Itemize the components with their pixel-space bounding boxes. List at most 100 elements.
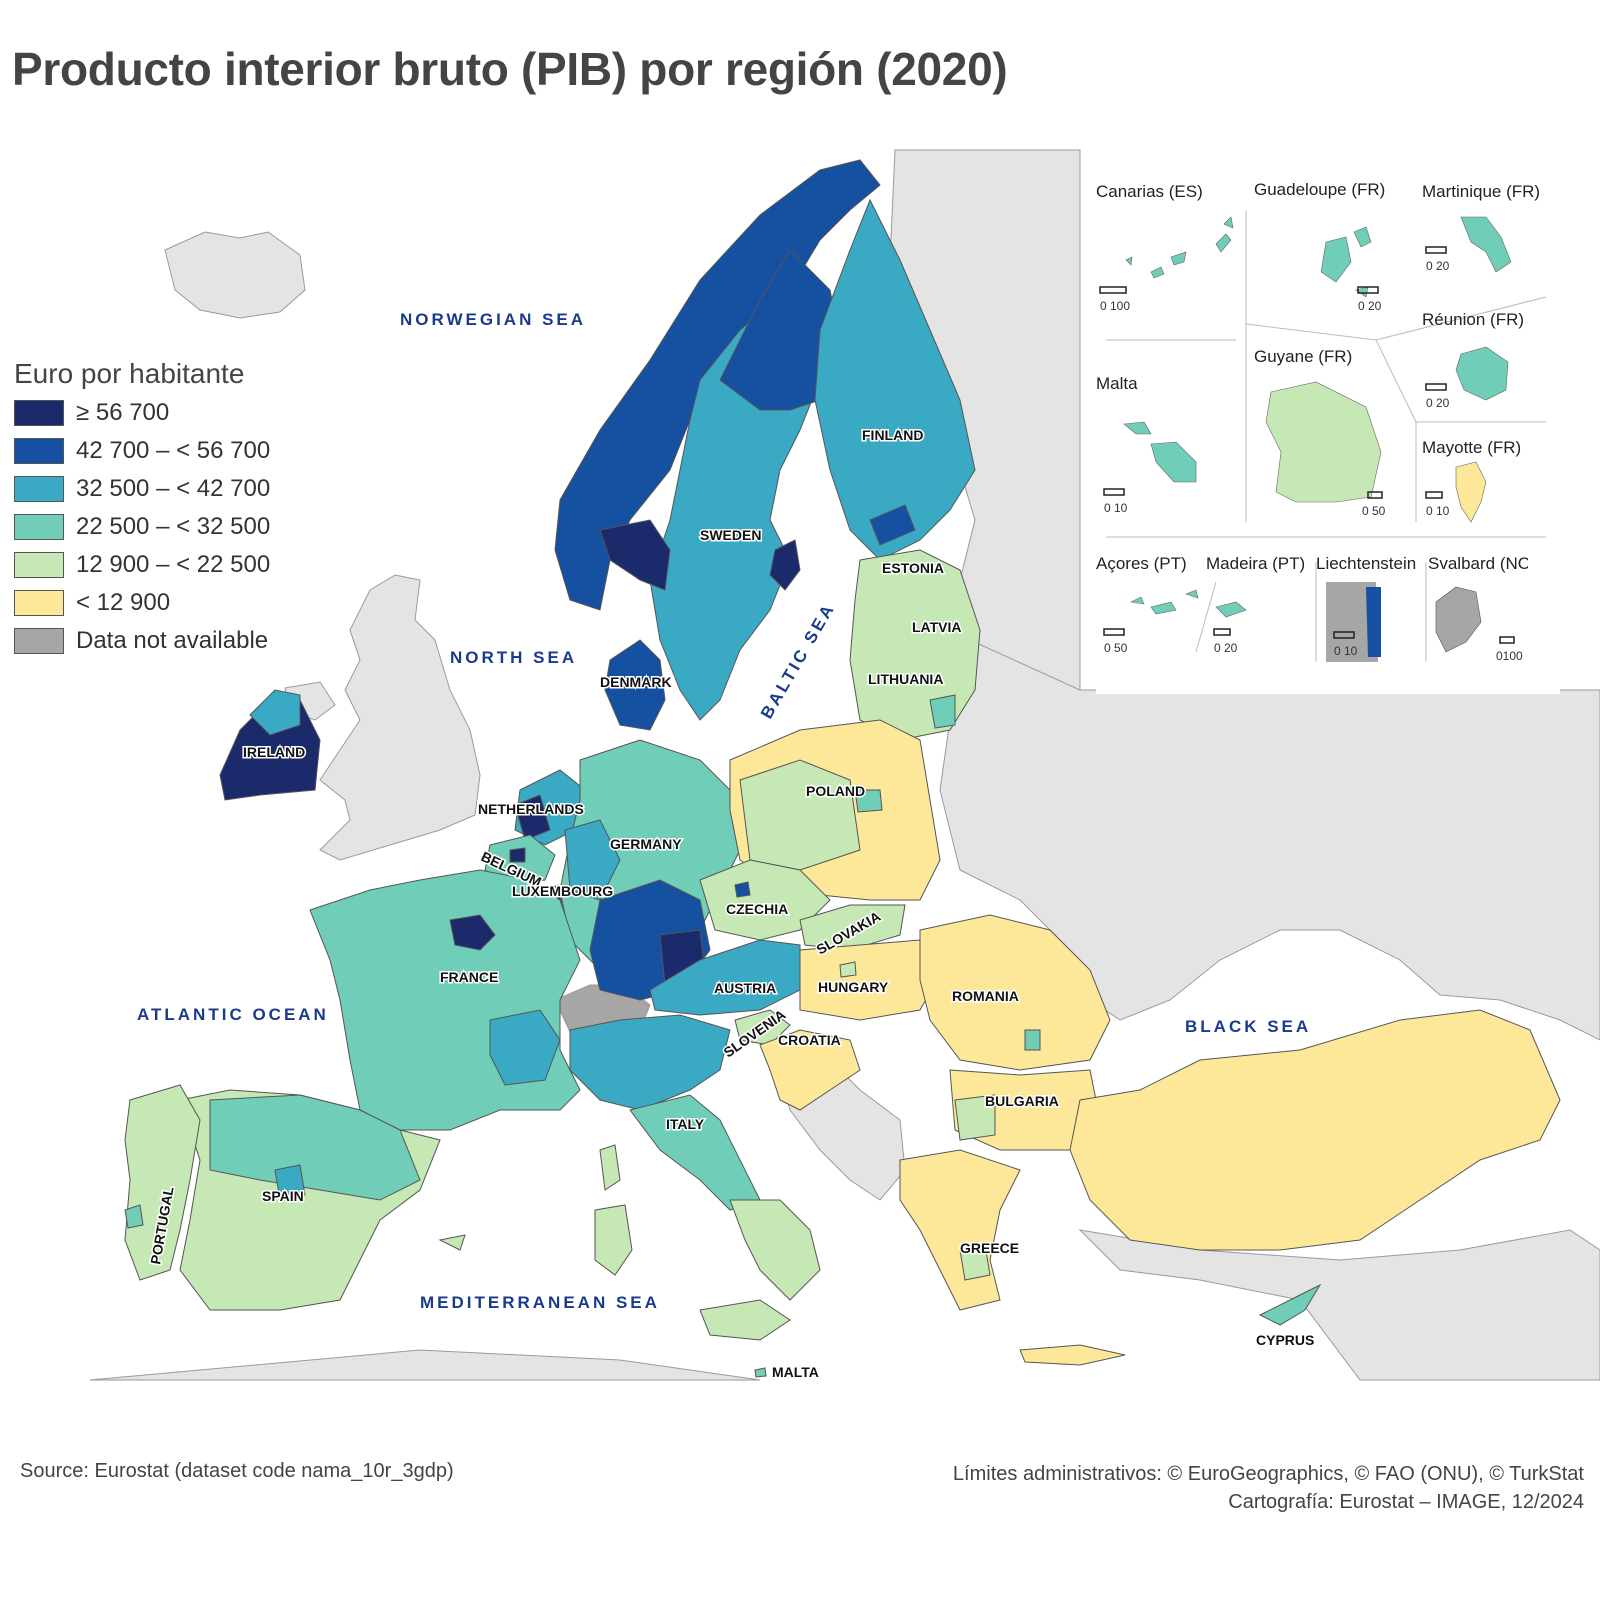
inset-scale-acores: 0 50: [1104, 641, 1128, 655]
legend-swatch: [14, 476, 64, 502]
inset-scale-canarias: 0 100: [1100, 299, 1131, 313]
cartography-note: Cartografía: Eurostat – IMAGE, 12/2024: [1228, 1491, 1584, 1513]
country-label-luxembourg: LUXEMBOURG: [512, 883, 613, 899]
region-athens: [959, 1244, 991, 1281]
turkey-south: [1078, 1229, 1600, 1381]
inset-scale-svalbard: 0100: [1496, 649, 1523, 663]
country-label-malta: MALTA: [772, 1364, 819, 1380]
region-germany-west: [564, 819, 621, 901]
region-slovakia: [799, 904, 906, 951]
country-label-sweden: SWEDEN: [700, 527, 761, 543]
region-warsaw: [854, 789, 883, 813]
legend-label: Data not available: [76, 627, 269, 654]
inset-scale-martinique: 0 20: [1426, 259, 1450, 273]
north-africa: [89, 1349, 761, 1381]
region-italy-north: [569, 1014, 731, 1111]
legend-title: Euro por habitante: [14, 358, 245, 389]
country-label-greece: GREECE: [960, 1240, 1019, 1256]
country-label-romania: ROMANIA: [952, 988, 1019, 1004]
region-malta: [754, 1367, 767, 1378]
legend: Euro por habitante ≥ 56 700 42 700 – < 5…: [14, 358, 270, 660]
inset-label-canarias: Canarias (ES): [1096, 182, 1203, 201]
region-vilnius: [929, 694, 956, 729]
non-eu-land: [89, 149, 1600, 1381]
inset-graphics: [1099, 210, 1547, 662]
region-finland: [814, 198, 976, 561]
inset-scale-reunion: 0 20: [1426, 396, 1450, 410]
region-lisbon: [124, 1204, 144, 1229]
region-italy-south: [729, 1199, 821, 1301]
inset-shape-madeira: [1215, 601, 1247, 618]
region-sofia: [954, 1094, 996, 1141]
country-label-spain: SPAIN: [262, 1188, 304, 1204]
legend-swatch: [14, 514, 64, 540]
country-label-estonia: ESTONIA: [882, 560, 944, 576]
legend-label: 42 700 – < 56 700: [76, 437, 271, 464]
country-label-poland: POLAND: [806, 783, 865, 799]
region-portugal: [124, 1084, 201, 1281]
sea-label-black: BLACK SEA: [1185, 1017, 1311, 1036]
region-lyon: [489, 1009, 561, 1086]
country-label-italy: ITALY: [666, 1116, 705, 1132]
inset-label-guadeloupe: Guadeloupe (FR): [1254, 180, 1386, 199]
country-label-denmark: DENMARK: [600, 674, 672, 690]
inset-shape-reunion: [1455, 346, 1509, 401]
country-label-bulgaria: BULGARIA: [985, 1093, 1059, 1109]
inset-shape-mayotte: [1455, 461, 1487, 523]
region-denmark: [604, 639, 666, 731]
country-label-cyprus: CYPRUS: [1256, 1332, 1314, 1348]
region-cyprus: [1258, 1283, 1322, 1326]
inset-label-madeira: Madeira (PT): [1206, 554, 1306, 573]
country-label-germany: GERMANY: [610, 836, 682, 852]
region-romania: [919, 914, 1111, 1071]
credits: Límites administrativos: © EuroGeographi…: [953, 1460, 1584, 1516]
inset-scale-mayotte: 0 10: [1426, 504, 1450, 518]
legend-item: Data not available: [14, 622, 270, 660]
region-slovenia: [734, 1009, 791, 1046]
country-label-austria: AUSTRIA: [714, 980, 776, 996]
inset-shape-acores: [1130, 589, 1199, 615]
inset-shape-malta: [1123, 421, 1197, 483]
inset-scale-guadeloupe: 0 20: [1358, 299, 1382, 313]
inset-scale-guyane: 0 50: [1362, 504, 1386, 518]
region-budapest: [839, 961, 857, 978]
region-sicily: [699, 1299, 791, 1341]
sea-label-atlantic: ATLANTIC OCEAN: [137, 1005, 329, 1024]
region-helsinki: [869, 504, 916, 546]
inset-scale-liechtenstein: 0 10: [1334, 644, 1358, 658]
region-brussels: [509, 847, 526, 863]
legend-item: 12 900 – < 22 500: [14, 546, 270, 584]
country-label-hungary: HUNGARY: [818, 979, 889, 995]
inset-scale-malta: 0 10: [1104, 501, 1128, 515]
iceland: [164, 231, 306, 319]
legend-swatch: [14, 552, 64, 578]
inset-shape-svalbard: [1435, 586, 1482, 653]
sea-label-mediterranean: MEDITERRANEAN SEA: [420, 1293, 660, 1312]
inset-shape-liechtenstein: [1326, 582, 1378, 662]
region-corsica: [599, 1144, 621, 1191]
legend-item: < 12 900: [14, 584, 270, 622]
inset-label-guyane: Guyane (FR): [1254, 347, 1353, 366]
legend-item: 32 500 – < 42 700: [14, 470, 270, 508]
country-label-lithuania: LITHUANIA: [868, 671, 943, 687]
region-madrid: [274, 1164, 306, 1201]
sea-label-north: NORTH SEA: [450, 648, 577, 667]
region-sardinia: [594, 1204, 633, 1276]
legend-swatch: [14, 400, 64, 426]
region-balearic: [438, 1234, 466, 1251]
region-randstad: [514, 794, 551, 841]
legend-item: 42 700 – < 56 700: [14, 432, 270, 470]
legend-label: 22 500 – < 32 500: [76, 513, 271, 540]
country-label-croatia: CROATIA: [778, 1032, 841, 1048]
region-paris: [449, 914, 496, 951]
inset-label-mayotte: Mayotte (FR): [1422, 438, 1522, 457]
limits-note: Límites administrativos: © EuroGeographi…: [952, 1463, 1584, 1485]
inset-shape-canarias: [1125, 216, 1234, 279]
country-label-czechia: CZECHIA: [726, 901, 788, 917]
inset-shape-martinique: [1460, 216, 1512, 273]
legend-label: 12 900 – < 22 500: [76, 551, 271, 578]
country-label-ireland: IRELAND: [243, 744, 305, 760]
great-britain: [319, 574, 481, 861]
legend-label: < 12 900: [76, 589, 171, 616]
region-poland-west: [739, 759, 861, 871]
